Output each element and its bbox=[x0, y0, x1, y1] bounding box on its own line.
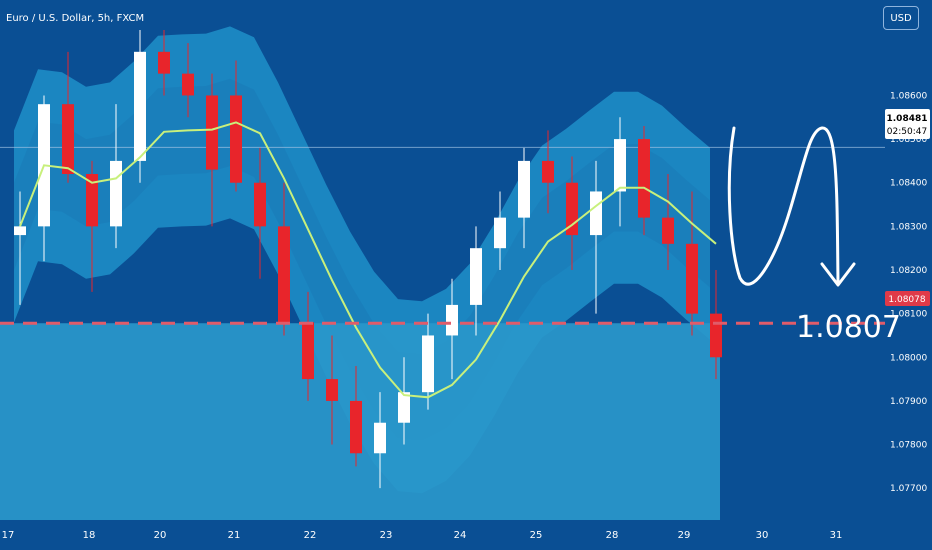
candle bbox=[230, 60, 242, 192]
target-price-tag: 1.08078 bbox=[885, 291, 930, 306]
candle bbox=[254, 147, 266, 279]
candle bbox=[182, 43, 194, 118]
time-axis: 17 18 20 21 22 23 24 25 28 29 30 31 bbox=[2, 530, 843, 541]
candle bbox=[14, 191, 26, 305]
projection-arrow-path bbox=[727, 126, 840, 286]
x-tick-label: 20 bbox=[154, 530, 167, 541]
symbol-title: Euro / U.S. Dollar, 5h, FXCM bbox=[6, 13, 144, 24]
candle bbox=[278, 182, 290, 336]
candle-body bbox=[710, 313, 722, 358]
candle bbox=[614, 117, 626, 227]
currency-button[interactable]: USD bbox=[883, 6, 919, 30]
candle-body bbox=[614, 139, 626, 192]
candle bbox=[638, 126, 650, 236]
x-tick-label: 23 bbox=[380, 530, 393, 541]
candle-body bbox=[494, 217, 506, 249]
candle-body bbox=[662, 217, 674, 244]
candle-body bbox=[278, 226, 290, 323]
candle bbox=[158, 30, 170, 96]
candle-body bbox=[470, 248, 482, 305]
x-tick-label: 17 bbox=[2, 530, 15, 541]
candle bbox=[494, 191, 506, 270]
candle-body bbox=[542, 160, 554, 183]
candle-body bbox=[518, 160, 530, 218]
candle-body bbox=[686, 243, 698, 314]
candle-body bbox=[302, 322, 314, 380]
candle-body bbox=[326, 379, 338, 401]
y-tick-label: 1.08200 bbox=[890, 266, 927, 276]
candles-group bbox=[14, 30, 722, 489]
candle-body bbox=[638, 139, 650, 218]
candle-body bbox=[110, 160, 122, 227]
candle-body bbox=[254, 182, 266, 227]
y-tick-label: 1.08500 bbox=[890, 135, 927, 145]
x-tick-label: 22 bbox=[304, 530, 317, 541]
candle bbox=[110, 104, 122, 249]
candle bbox=[62, 51, 74, 183]
y-tick-label: 1.07900 bbox=[890, 397, 927, 407]
bar-countdown: 02:50:47 bbox=[887, 127, 927, 137]
candle bbox=[350, 366, 362, 467]
candle-body bbox=[86, 174, 98, 227]
y-tick-label: 1.07700 bbox=[890, 484, 927, 494]
y-tick-label: 1.08000 bbox=[890, 353, 927, 363]
candle bbox=[398, 357, 410, 445]
target-annotation: 1.0807 bbox=[796, 310, 901, 345]
x-tick-label: 25 bbox=[530, 530, 543, 541]
candle bbox=[374, 392, 386, 489]
y-tick-label: 1.08300 bbox=[890, 222, 927, 232]
candle bbox=[686, 191, 698, 336]
y-tick-label: 1.08600 bbox=[890, 91, 927, 101]
y-tick-label: 1.07800 bbox=[890, 441, 927, 451]
candle-body bbox=[350, 400, 362, 454]
candle bbox=[422, 313, 434, 410]
last-price-tag-box bbox=[885, 109, 930, 139]
x-tick-label: 29 bbox=[678, 530, 691, 541]
candle bbox=[326, 335, 338, 445]
candle bbox=[470, 226, 482, 336]
candle bbox=[662, 174, 674, 270]
last-price-tag: 1.08481 02:50:47 bbox=[885, 109, 930, 139]
candle-body bbox=[230, 95, 242, 183]
candle bbox=[542, 130, 554, 214]
x-tick-label: 21 bbox=[228, 530, 241, 541]
x-tick-label: 30 bbox=[756, 530, 769, 541]
target-price-tag-box bbox=[885, 291, 930, 306]
moving-average-line bbox=[19, 121, 717, 399]
candle bbox=[518, 147, 530, 249]
y-tick-label: 1.08400 bbox=[890, 179, 927, 189]
candle bbox=[590, 160, 602, 314]
x-tick-label: 28 bbox=[606, 530, 619, 541]
y-tick-label: 1.08100 bbox=[890, 310, 927, 320]
candle-body bbox=[182, 73, 194, 96]
candle-body bbox=[422, 335, 434, 393]
candle-body bbox=[14, 226, 26, 236]
candle bbox=[206, 73, 218, 227]
candle-body bbox=[590, 191, 602, 236]
candle-body bbox=[398, 392, 410, 423]
candle-body bbox=[374, 422, 386, 454]
x-tick-label: 24 bbox=[454, 530, 467, 541]
candle-body bbox=[134, 51, 146, 161]
projection-arrow-head bbox=[820, 262, 856, 287]
channel-band-inner bbox=[14, 78, 710, 441]
x-tick-label: 18 bbox=[83, 530, 96, 541]
target-price-value: 1.08078 bbox=[888, 295, 925, 305]
candle-body bbox=[206, 95, 218, 170]
candle-body bbox=[158, 51, 170, 74]
last-price-value: 1.08481 bbox=[887, 114, 928, 124]
candle-body bbox=[446, 304, 458, 336]
candle bbox=[302, 291, 314, 401]
candle bbox=[446, 278, 458, 380]
candle-body bbox=[62, 104, 74, 174]
price-axis: 1.08600 1.08500 1.08400 1.08300 1.08200 1.081… bbox=[890, 91, 927, 494]
x-tick-label: 31 bbox=[830, 530, 843, 541]
